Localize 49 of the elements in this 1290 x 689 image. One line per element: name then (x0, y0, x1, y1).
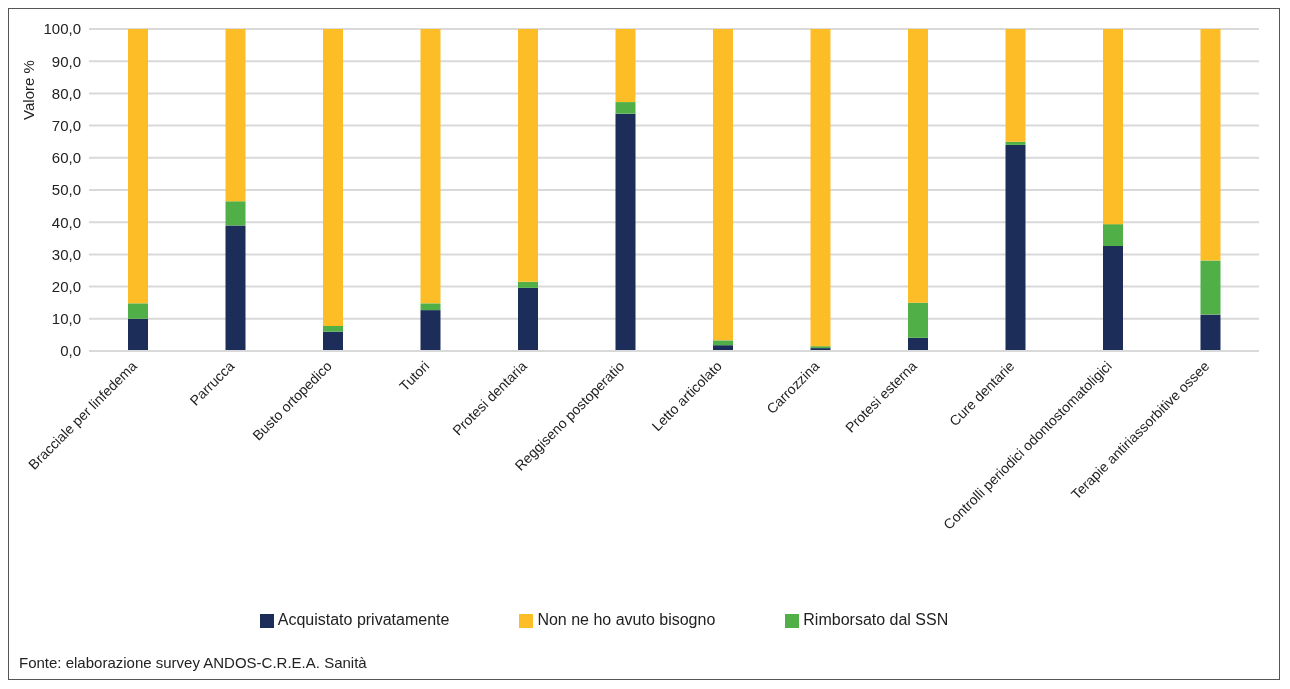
bar (810, 29, 831, 347)
y-tick-label: 50,0 (51, 181, 81, 199)
bar (1005, 29, 1026, 142)
bar (908, 302, 928, 338)
bar (615, 29, 636, 103)
bar (225, 201, 246, 226)
bar (128, 29, 148, 304)
y-tick-label: 80,0 (51, 84, 81, 102)
bar (128, 303, 148, 319)
bar (323, 331, 343, 351)
bar (323, 29, 343, 326)
legend-label: Non ne ho avuto bisogno (537, 611, 716, 628)
y-tick-label: 10,0 (51, 310, 81, 328)
bar (713, 340, 733, 346)
y-tick-label: 70,0 (51, 116, 81, 134)
bar (1005, 144, 1026, 351)
bar (615, 113, 636, 351)
bar (615, 102, 636, 114)
y-tick-label: 90,0 (51, 52, 81, 70)
y-tick-label: 100,0 (43, 20, 81, 38)
bar (128, 318, 148, 351)
bar (1103, 246, 1123, 351)
bar (518, 281, 538, 288)
bar (225, 29, 246, 202)
y-tick-label: 20,0 (51, 277, 81, 295)
y-tick-label: 30,0 (51, 245, 81, 263)
bar (518, 29, 538, 282)
source-note: Fonte: elaborazione survey ANDOS-C.R.E.A. Sanità (19, 654, 367, 671)
bar (1103, 29, 1123, 225)
bar (1005, 141, 1026, 145)
y-tick-label: 0,0 (60, 342, 81, 360)
bar (420, 303, 441, 311)
bar (518, 287, 538, 351)
bar (1200, 29, 1221, 261)
bar (323, 325, 343, 332)
bar (420, 310, 441, 351)
legend-label: Acquistato privatamente (277, 611, 450, 628)
bar (908, 337, 928, 351)
bar (713, 29, 733, 341)
y-axis-title: Valore % (20, 60, 38, 120)
y-tick-label: 40,0 (51, 213, 81, 231)
legend-label: Rimborsato dal SSN (803, 611, 949, 628)
bar (1103, 224, 1123, 247)
bar (908, 29, 928, 303)
bar (225, 225, 246, 351)
bar (1200, 314, 1221, 351)
bar (1200, 260, 1221, 315)
bar (420, 29, 441, 304)
y-tick-label: 60,0 (51, 149, 81, 167)
